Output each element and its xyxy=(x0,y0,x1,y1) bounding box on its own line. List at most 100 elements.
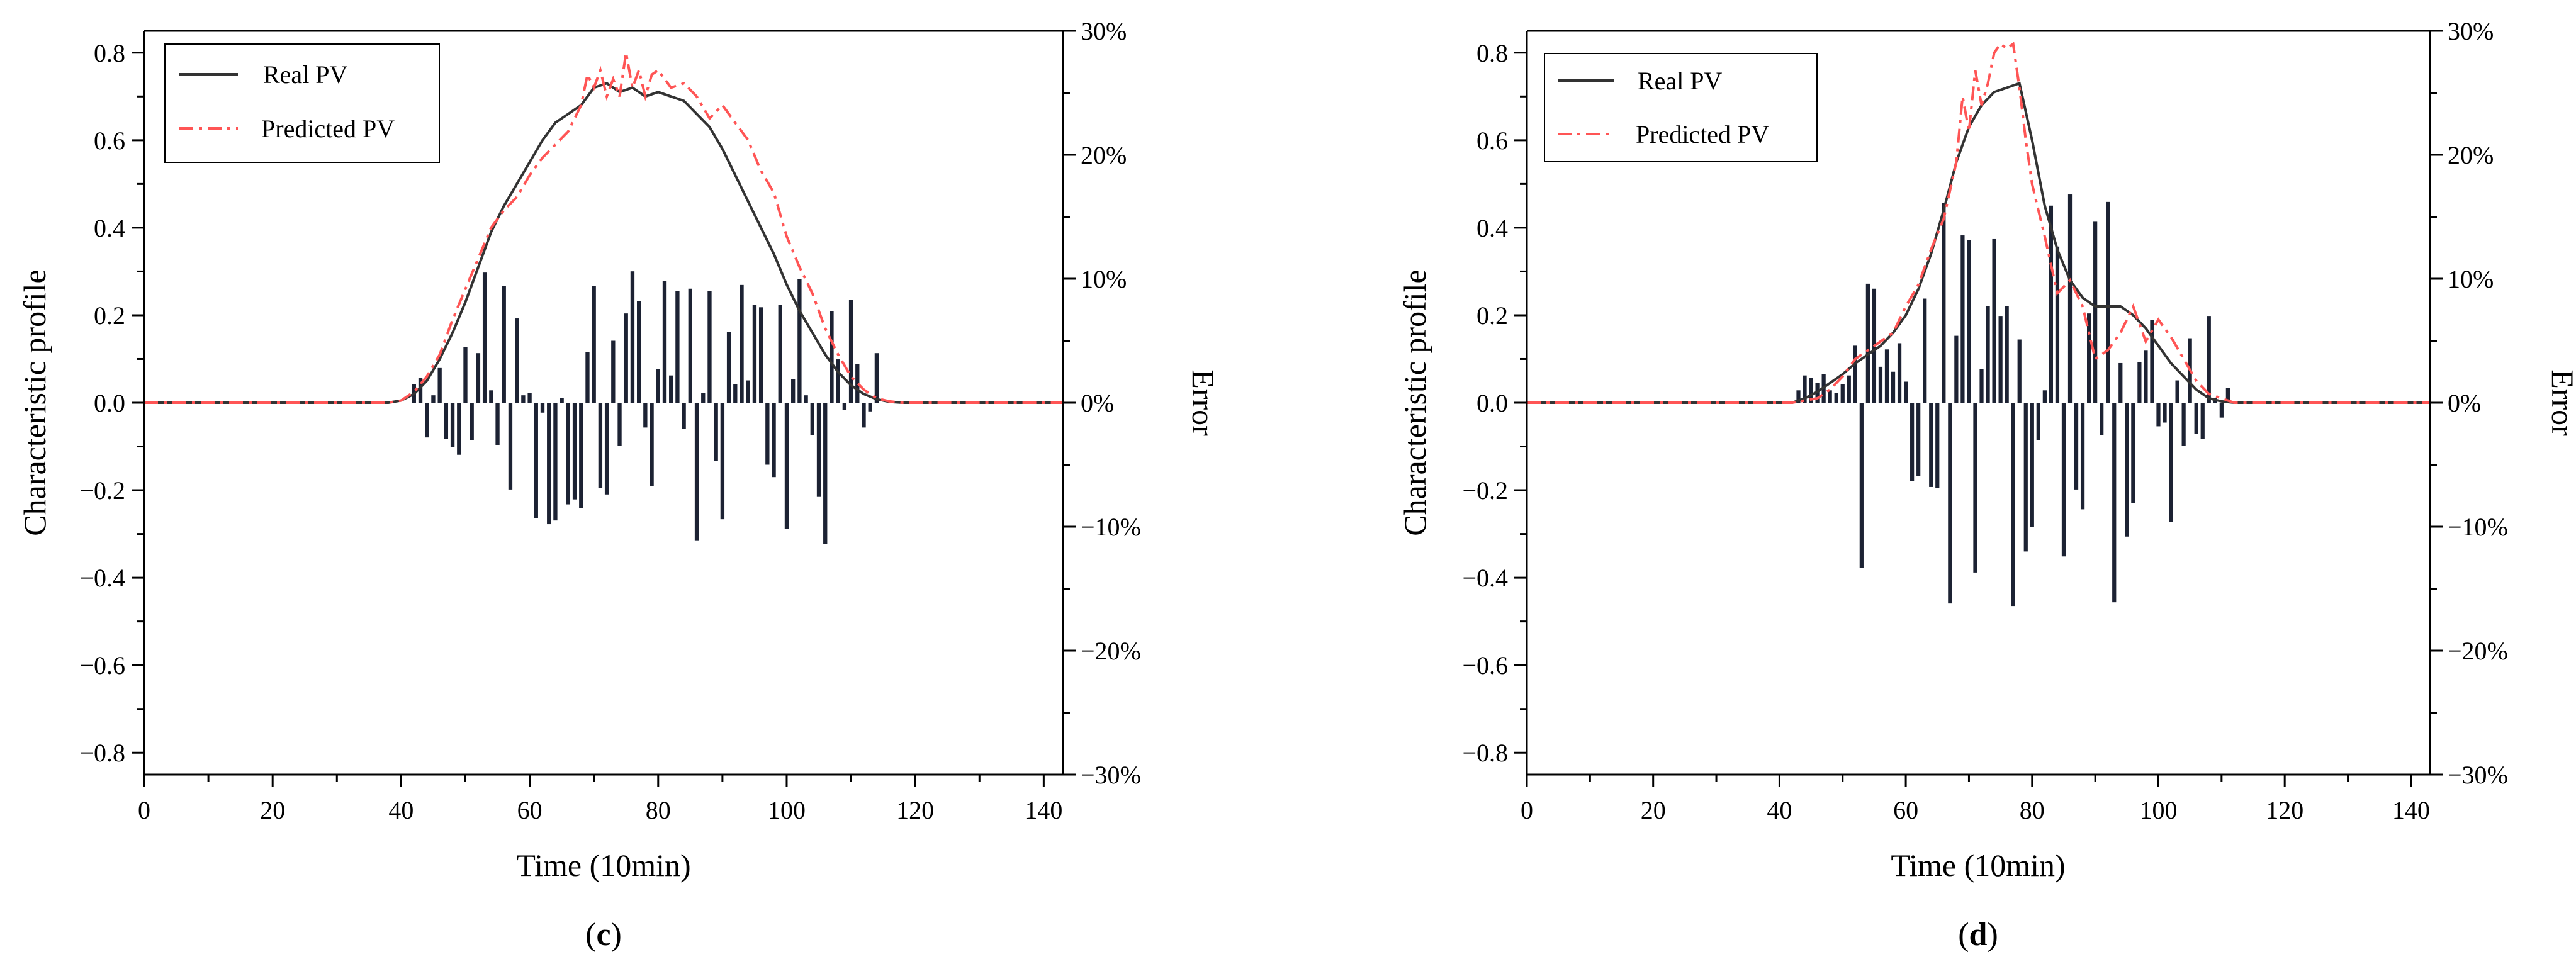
error-bar xyxy=(1979,369,1984,403)
error-bar xyxy=(797,279,802,403)
error-bar xyxy=(804,395,808,403)
error-bar xyxy=(720,403,725,520)
error-bar xyxy=(1828,390,1832,403)
x-tick-label: 80 xyxy=(2020,796,2045,824)
y-tick-label: −0.4 xyxy=(1462,564,1508,592)
error-bar xyxy=(540,403,545,413)
legend-label-predicted-pv: Predicted PV xyxy=(1636,120,1769,149)
error-bar xyxy=(823,403,828,544)
error-bar xyxy=(1865,283,1870,403)
error-bar xyxy=(1903,381,1908,403)
error-bar xyxy=(572,403,577,500)
error-bar xyxy=(810,403,814,435)
error-bar xyxy=(1967,240,1971,403)
error-bar xyxy=(2219,403,2224,418)
y2-tick-label: 0% xyxy=(2448,389,2481,417)
y-tick-label: 0.2 xyxy=(1476,301,1508,330)
error-bar xyxy=(714,403,718,461)
error-bar xyxy=(560,398,564,403)
y-tick-label: 0.4 xyxy=(94,214,125,242)
error-bar xyxy=(1916,403,1921,476)
y2-tick-label: −10% xyxy=(2448,513,2508,541)
x-tick-label: 60 xyxy=(1893,796,1918,824)
y-tick-label: 0.0 xyxy=(94,389,125,417)
real-pv-line xyxy=(1527,81,2430,404)
error-bar xyxy=(1847,375,1851,403)
legend-box xyxy=(1544,53,1818,162)
error-bar xyxy=(579,403,583,508)
error-bar xyxy=(874,353,879,403)
error-bar xyxy=(772,403,776,478)
x-tick-label: 20 xyxy=(260,796,285,824)
y2-tick-label: −30% xyxy=(1081,761,1141,789)
x-tick-label: 140 xyxy=(1025,796,1062,824)
error-bar xyxy=(1992,238,1996,403)
x-tick-label: 40 xyxy=(388,796,413,824)
error-bar xyxy=(1998,316,2003,403)
error-bar xyxy=(694,403,699,541)
error-bar xyxy=(624,313,628,403)
error-bar xyxy=(2175,380,2179,403)
error-bar xyxy=(791,379,796,403)
error-bar xyxy=(592,286,596,403)
error-bar xyxy=(444,403,449,439)
error-bar xyxy=(2036,403,2040,440)
error-bar xyxy=(707,291,712,403)
error-bar xyxy=(630,271,635,403)
error-bar xyxy=(508,403,513,490)
error-bar xyxy=(2080,403,2085,510)
y-tick-label: −0.4 xyxy=(79,564,125,592)
error-bar xyxy=(437,367,442,403)
legend-box xyxy=(164,43,440,163)
error-bar xyxy=(1859,403,1864,568)
y-tick-label: 0.6 xyxy=(94,126,125,155)
error-bar xyxy=(2087,313,2091,403)
error-bar xyxy=(425,403,429,438)
panel-c: 0 20 40 60 80 100 120 140 −0.8 −0.6 −0.4 −0.2 0.0 0.2… xyxy=(17,17,1221,953)
panel-label-close: ) xyxy=(1987,917,1998,953)
error-bar xyxy=(2112,403,2117,603)
error-bar xyxy=(733,384,738,403)
error-bar xyxy=(765,403,770,465)
y2-axis-title: Error xyxy=(2545,369,2576,436)
error-bar xyxy=(1809,378,1813,403)
error-bar xyxy=(450,403,455,447)
error-bar xyxy=(2181,403,2186,446)
panel-d: 0 20 40 60 80 100 120 140 −0.8 −0.6 −0.4 −0.2 0.0 0.2… xyxy=(1397,17,2576,953)
error-bar xyxy=(752,305,757,403)
legend: Real PV Predicted PV xyxy=(164,43,440,163)
y-tick-label: −0.2 xyxy=(79,476,125,505)
x-tick-label: 80 xyxy=(646,796,671,824)
error-bar xyxy=(534,403,538,518)
x-tick-label: 100 xyxy=(2139,796,2177,824)
error-bar xyxy=(740,284,744,403)
error-bar xyxy=(470,403,474,440)
error-bar xyxy=(2131,403,2135,503)
error-bar xyxy=(778,305,782,403)
error-bar xyxy=(521,395,526,403)
panel-label: (c) xyxy=(585,917,622,953)
error-bar xyxy=(1929,403,1933,487)
x-axis-title: Time (10min) xyxy=(516,848,690,883)
error-bar xyxy=(2194,403,2198,434)
panel-label: (d) xyxy=(1958,917,1998,953)
legend-label-predicted-pv: Predicted PV xyxy=(261,115,395,143)
y2-tick-label: 0% xyxy=(1081,389,1114,417)
error-bar xyxy=(2225,388,2230,403)
error-bar xyxy=(816,403,821,497)
error-bar xyxy=(1834,393,1838,403)
error-bar xyxy=(598,403,603,488)
error-bar xyxy=(836,359,840,403)
error-bar xyxy=(2017,339,2022,403)
x-tick-label: 20 xyxy=(1641,796,1666,824)
x-axis-title: Time (10min) xyxy=(1891,848,2065,883)
error-bar xyxy=(746,380,750,403)
legend-label-real-pv: Real PV xyxy=(263,60,348,89)
y-tick-label: −0.6 xyxy=(1462,651,1508,680)
error-bar xyxy=(495,403,500,445)
error-bar xyxy=(650,403,654,486)
legend: Real PV Predicted PV xyxy=(1544,53,1818,162)
error-bar xyxy=(830,311,834,403)
x-tick-label: 140 xyxy=(2392,796,2430,824)
